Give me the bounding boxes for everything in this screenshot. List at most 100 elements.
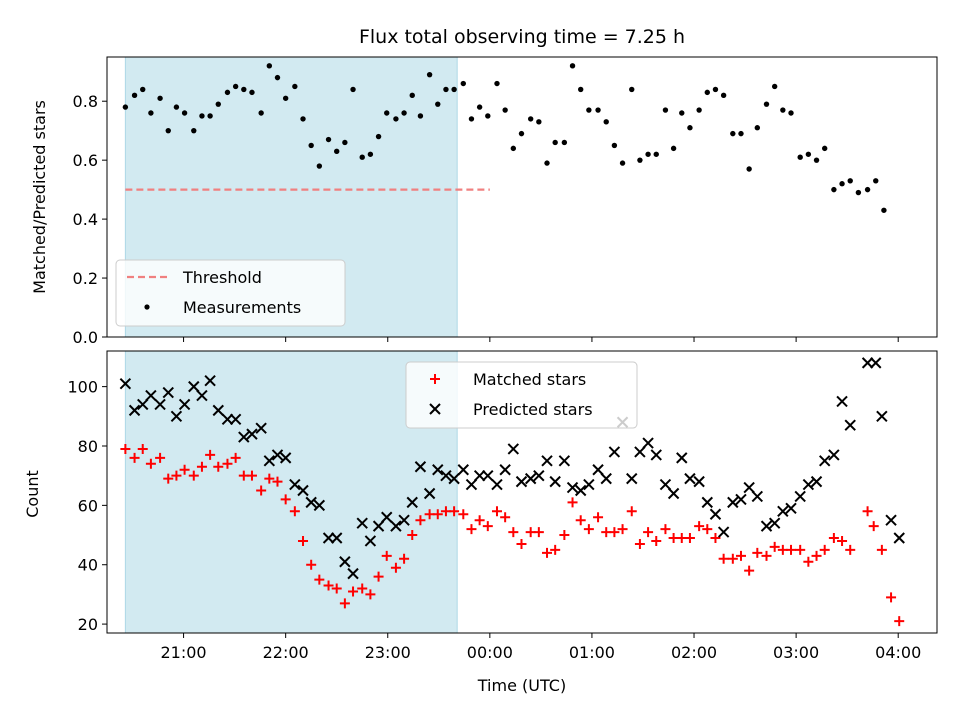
- matched-star-point-21: [298, 535, 309, 546]
- measurement-point-75: [754, 125, 761, 131]
- matched-star-point-73: [735, 550, 746, 561]
- measurement-point-80: [797, 154, 803, 160]
- measurement-point-87: [855, 189, 862, 196]
- measurement-points: [122, 63, 887, 213]
- measurement-point-28: [359, 154, 365, 160]
- matched-star-point-51: [550, 544, 561, 555]
- matched-star-point-56: [593, 512, 604, 523]
- predicted-star-point-31: [381, 511, 393, 523]
- measurement-point-10: [207, 113, 213, 119]
- ratio-panel: 0.0 0.2 0.4 0.6 0.8 Flux total observing tim…: [30, 26, 938, 347]
- x-tick-label-4: 01:00: [569, 643, 615, 662]
- measurement-point-78: [780, 107, 786, 113]
- measurement-point-17: [266, 63, 273, 69]
- measurement-point-89: [873, 178, 879, 184]
- matched-star-point-25: [331, 583, 342, 594]
- measurement-point-70: [712, 86, 719, 93]
- matched-star-point-40: [458, 509, 469, 520]
- predicted-star-point-49: [533, 469, 545, 482]
- measurement-point-76: [763, 101, 770, 107]
- legend-measurements-swatch: [144, 304, 150, 310]
- predicted-star-point-84: [828, 449, 840, 461]
- measurement-point-59: [619, 160, 626, 166]
- matched-star-point-61: [634, 538, 645, 549]
- measurement-point-49: [536, 119, 542, 125]
- matched-star-point-80: [795, 544, 806, 555]
- matched-star-point-45: [500, 512, 511, 523]
- matched-star-point-60: [626, 506, 637, 517]
- predicted-star-point-72: [727, 496, 739, 509]
- measurement-point-50: [544, 160, 550, 166]
- bottom-y-ticks: 20 40 60 80 100: [67, 378, 107, 634]
- predicted-star-point-68: [693, 475, 705, 488]
- predicted-star-point-89: [876, 410, 888, 423]
- matched-star-point-63: [651, 535, 662, 546]
- measurement-point-25: [334, 148, 340, 155]
- measurement-point-46: [510, 145, 517, 152]
- bottom-legend-box: [405, 361, 638, 429]
- predicted-star-point-18: [271, 449, 284, 461]
- measurement-point-48: [527, 116, 534, 122]
- predicted-star-point-42: [473, 469, 486, 482]
- top-y-ticks: 0.0 0.2 0.4 0.6 0.8: [73, 92, 107, 347]
- bottom-x-ticks: 21:00 22:00 23:00 00:00 01:00 02:00 03:00 04:00: [161, 633, 921, 662]
- matched-star-point-30: [373, 571, 384, 582]
- measurement-point-13: [232, 83, 239, 90]
- matched-star-point-91: [894, 616, 905, 627]
- matched-star-point-88: [868, 521, 879, 532]
- bottom-y-tick-label-0: 20: [78, 615, 98, 634]
- predicted-star-point-26: [339, 556, 351, 568]
- predicted-star-point-55: [583, 478, 595, 491]
- bottom-axes-frame: [106, 350, 938, 634]
- matched-star-point-87: [862, 506, 873, 517]
- legend-predicted-swatch: [429, 403, 441, 415]
- legend-measurements-label: Measurements: [183, 298, 301, 317]
- matched-star-point-62: [643, 527, 654, 538]
- measurement-point-21: [300, 116, 306, 122]
- predicted-star-point-41: [465, 478, 478, 491]
- predicted-star-point-35: [414, 461, 427, 473]
- measurement-point-79: [788, 110, 794, 116]
- x-tick-label-7: 04:00: [875, 643, 921, 662]
- x-tick-label-1: 22:00: [263, 643, 309, 662]
- matched-star-point-6: [171, 470, 182, 481]
- measurement-point-29: [367, 151, 374, 157]
- matched-star-point-79: [786, 544, 797, 555]
- measurement-point-38: [443, 86, 449, 93]
- predicted-star-point-11: [212, 404, 224, 417]
- predicted-star-point-24: [322, 532, 335, 544]
- top-y-tick-label-0: 0.0: [73, 328, 98, 347]
- matched-star-point-37: [432, 509, 443, 520]
- top-y-axis-label: Matched/Predicted stars: [30, 100, 49, 294]
- matched-star-point-41: [466, 524, 477, 535]
- measurement-point-88: [864, 186, 871, 193]
- matched-star-point-10: [205, 449, 216, 460]
- matched-star-point-44: [491, 506, 502, 517]
- bottom-legend: Matched stars Predicted stars: [405, 361, 638, 429]
- measurement-point-15: [249, 89, 255, 96]
- predicted-star-point-73: [735, 493, 747, 506]
- predicted-star-point-0: [119, 377, 132, 390]
- measurement-point-69: [704, 89, 710, 96]
- predicted-star-point-87: [861, 357, 874, 369]
- matched-star-point-18: [272, 476, 283, 487]
- matched-star-point-49: [533, 527, 544, 538]
- measurement-point-33: [401, 110, 407, 116]
- predicted-star-point-43: [482, 469, 494, 482]
- matched-star-point-69: [702, 524, 713, 535]
- matched-star-point-86: [845, 544, 856, 555]
- predicted-star-point-54: [574, 484, 587, 497]
- top-y-tick-label-3: 0.6: [73, 151, 98, 170]
- predicted-star-point-64: [659, 478, 672, 491]
- measurement-point-81: [805, 151, 812, 157]
- measurement-point-72: [730, 130, 736, 137]
- measurement-point-47: [518, 130, 525, 137]
- matched-star-point-16: [256, 485, 267, 496]
- predicted-star-point-75: [751, 490, 764, 503]
- predicted-star-point-33: [398, 514, 410, 526]
- matched-star-point-9: [196, 461, 207, 472]
- matched-star-point-75: [752, 547, 763, 558]
- matched-star-point-1: [129, 452, 140, 463]
- predicted-star-point-10: [204, 374, 216, 387]
- matched-star-point-83: [819, 544, 830, 555]
